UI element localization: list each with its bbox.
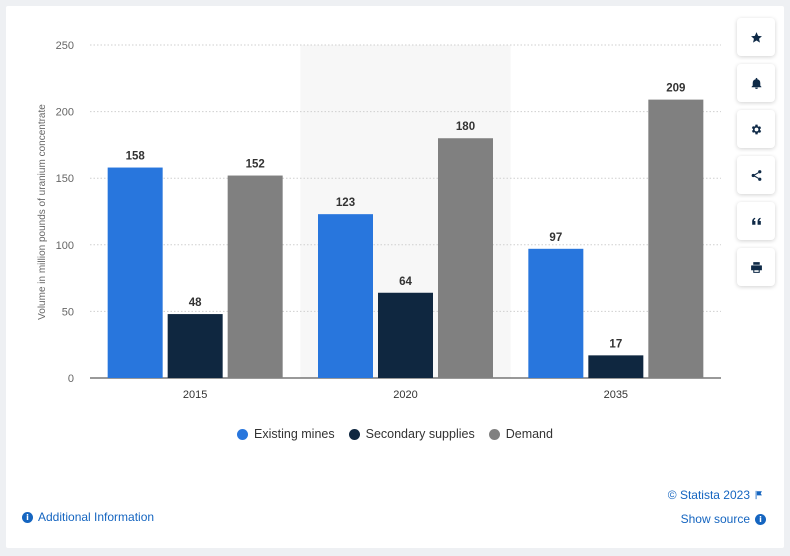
print-button[interactable] <box>737 248 775 286</box>
legend-label: Secondary supplies <box>365 427 475 441</box>
data-label: 17 <box>609 338 622 350</box>
x-tick-label: 2035 <box>604 389 628 401</box>
legend-swatch <box>348 428 360 440</box>
y-axis-label: Volume in million pounds of uranium conc… <box>37 104 48 320</box>
additional-info-text: Additional Information <box>38 510 155 524</box>
bar-demand-2015[interactable] <box>227 175 283 378</box>
data-label: 158 <box>126 151 146 163</box>
legend-swatch <box>237 428 249 440</box>
quote-icon <box>751 217 761 225</box>
print-icon <box>750 261 762 273</box>
labels-layer: 0 50 100 150 200 250 158 48 152 2015 123 64 180 2020 9… <box>56 40 686 401</box>
credit-text: © Statista 2023 <box>667 488 750 502</box>
bar-existing-mines-2035[interactable] <box>528 248 584 378</box>
favorite-button[interactable] <box>737 18 775 56</box>
y-tick-label: 0 <box>68 373 74 385</box>
show-source-text: Show source <box>680 512 750 526</box>
bar-existing-mines-2020[interactable] <box>318 214 373 378</box>
legend-label: Existing mines <box>254 427 335 441</box>
legend-swatch <box>488 428 500 440</box>
share-button[interactable] <box>737 156 775 194</box>
bars-layer <box>107 99 704 378</box>
flag-icon <box>755 490 762 500</box>
bar-secondary-supplies-2035[interactable] <box>588 355 644 378</box>
data-label: 48 <box>189 297 202 309</box>
statista-credit-link[interactable]: © Statista 2023 <box>668 488 764 502</box>
bar-secondary-supplies-2015[interactable] <box>167 314 223 378</box>
data-label: 123 <box>336 197 355 209</box>
show-source-link[interactable]: Show source i <box>681 512 766 526</box>
legend-item-existing-mines[interactable]: Existing mines <box>237 427 335 441</box>
notification-button[interactable] <box>737 64 775 102</box>
settings-button[interactable] <box>737 110 775 148</box>
star-icon <box>750 31 762 43</box>
data-label: 152 <box>246 159 265 171</box>
y-tick-label: 100 <box>56 240 74 252</box>
info-icon: i <box>22 511 33 523</box>
legend-item-secondary-supplies[interactable]: Secondary supplies <box>348 427 475 441</box>
cite-button[interactable] <box>737 202 775 240</box>
data-label: 180 <box>456 121 475 133</box>
bar-demand-2020[interactable] <box>438 138 493 378</box>
legend-label: Demand <box>505 427 553 441</box>
bar-demand-2035[interactable] <box>648 99 704 378</box>
bell-icon <box>751 77 761 89</box>
y-tick-label: 200 <box>56 107 74 119</box>
legend: Existing mines Secondary supplies Demand <box>0 427 790 441</box>
legend-item-demand[interactable]: Demand <box>488 427 553 441</box>
side-toolbar <box>737 18 775 294</box>
bar-existing-mines-2015[interactable] <box>107 167 163 378</box>
info-icon: i <box>755 513 766 525</box>
y-tick-label: 250 <box>56 40 74 52</box>
data-label: 64 <box>399 276 412 288</box>
additional-information-link[interactable]: i Additional Information <box>22 510 154 524</box>
x-tick-label: 2015 <box>183 389 207 401</box>
share-icon <box>751 169 761 181</box>
data-label: 97 <box>549 232 562 244</box>
x-tick-label: 2020 <box>393 389 417 401</box>
y-tick-label: 150 <box>56 173 74 185</box>
data-label: 209 <box>666 83 685 95</box>
bar-secondary-supplies-2020[interactable] <box>378 292 433 378</box>
y-tick-label: 50 <box>62 306 74 318</box>
gear-icon <box>751 124 761 134</box>
